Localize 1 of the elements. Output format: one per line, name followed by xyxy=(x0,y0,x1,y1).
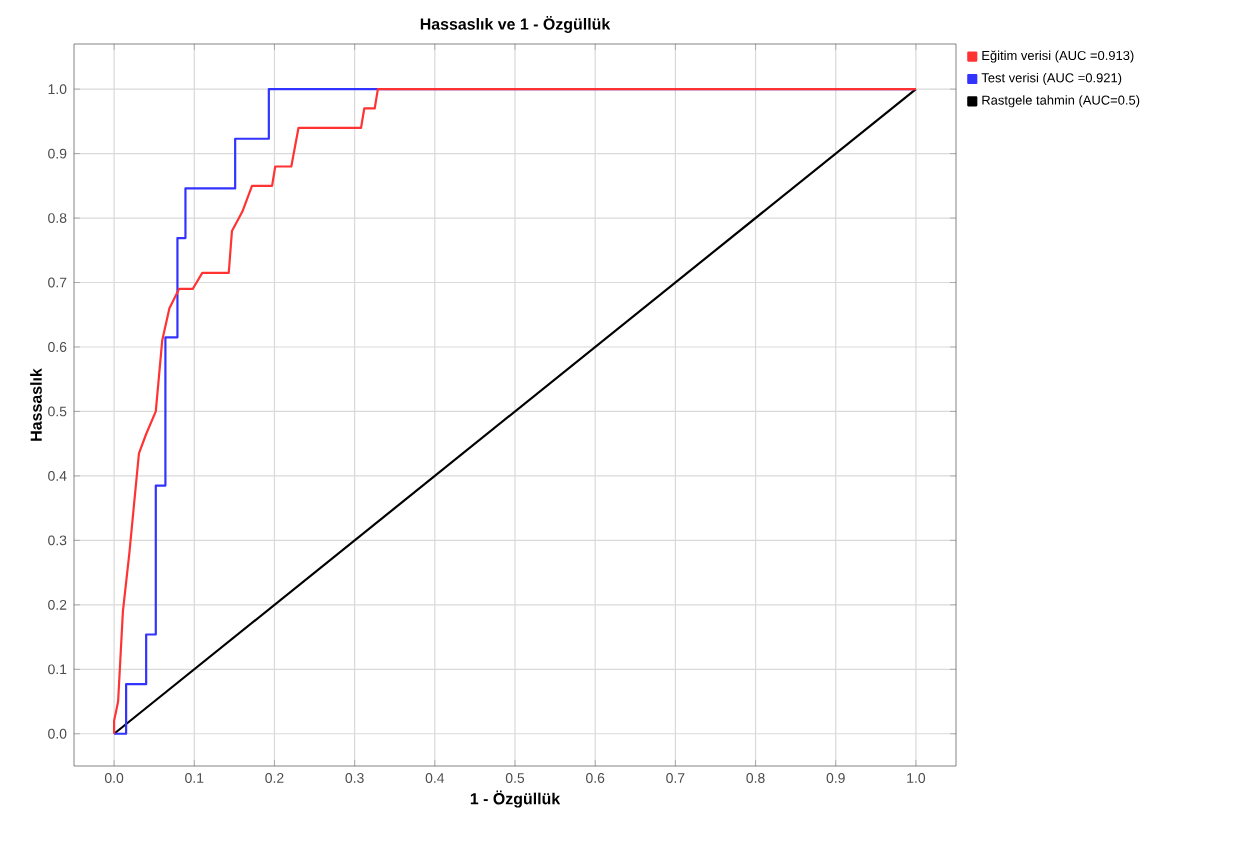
line-series xyxy=(112,88,918,735)
